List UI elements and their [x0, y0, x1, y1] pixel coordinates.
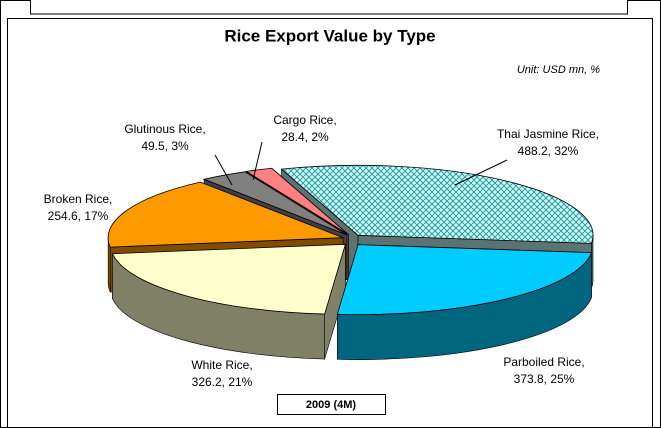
slice-value-label: 488.2, 32%: [518, 144, 579, 158]
chart-title: Rice Export Value by Type: [224, 26, 435, 45]
slice-value-label: 254.6, 17%: [48, 209, 109, 223]
subtitle: Unit: USD mn, %: [517, 64, 600, 76]
slice-label: Parboiled Rice,: [503, 355, 584, 369]
period-box: [277, 394, 386, 415]
slice: [336, 244, 593, 316]
leader-line: [454, 159, 508, 186]
slice: [280, 164, 594, 244]
pie: [107, 164, 594, 360]
slice-value-label: 373.8, 25%: [514, 372, 575, 386]
chart-frame: [7, 18, 653, 428]
slice-value-label: 28.4, 2%: [281, 130, 329, 144]
slice-label: Broken Rice,: [44, 192, 113, 206]
slice-label: White Rice,: [191, 358, 252, 372]
period-label: 2009 (4M): [306, 399, 356, 411]
slice-label: Thai Jasmine Rice,: [497, 127, 599, 141]
slice: [111, 243, 346, 315]
leader-line: [214, 154, 233, 186]
top-box: [30, 0, 628, 15]
slice: [202, 171, 348, 236]
slice: [107, 181, 344, 248]
slice-value-label: 49.5, 3%: [141, 139, 189, 153]
leader-line: [252, 141, 263, 181]
slice-value-label: 326.2, 21%: [192, 375, 253, 389]
slice-label: Cargo Rice,: [273, 113, 336, 127]
slice: [245, 167, 349, 235]
slice-label: Glutinous Rice,: [124, 122, 205, 136]
